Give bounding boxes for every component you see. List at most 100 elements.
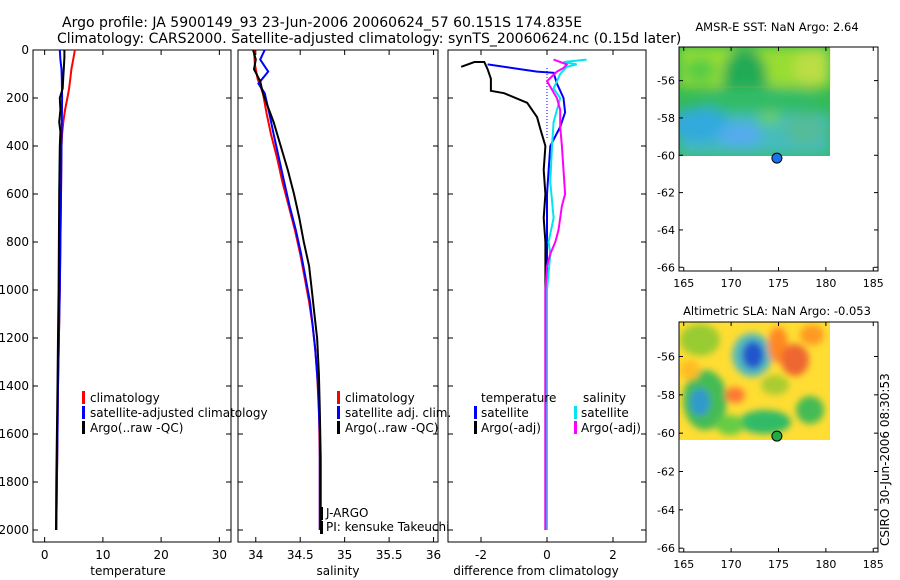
legend-swatch-blue (474, 406, 477, 419)
x-tick-label: 180 (815, 277, 836, 290)
platform-annotation: J-ARGO (325, 506, 368, 520)
salinity-axes-frame (237, 49, 439, 543)
y-tick-label: 600 (6, 187, 29, 201)
y-tick-label: 1200 (0, 331, 29, 345)
argo-position-marker (771, 430, 783, 442)
series-line-black (252, 49, 322, 530)
y-tick-label: 800 (6, 235, 29, 249)
pi-annotation: PI: kensuke Takeuchi (326, 520, 449, 534)
legend-swatch-red (82, 391, 85, 404)
series-line-cyan (546, 58, 587, 530)
y-tick-label: -62 (657, 466, 675, 479)
y-tick-label: -58 (657, 389, 675, 402)
legend-entry: Argo(..raw -QC) (90, 421, 183, 435)
difference-xlabel: difference from climatology (453, 564, 619, 578)
legend-entry: satellite-adjusted climatology (90, 406, 268, 420)
amsre-sst-map-panel: AMSR-E SST: NaN Argo: 2.64 165 170 175 180 1… (657, 20, 884, 290)
y-tick-label: -56 (657, 75, 675, 88)
x-tick-label: 36 (426, 548, 441, 562)
x-tick-label: 175 (768, 277, 789, 290)
legend-header-salinity: salinity (583, 391, 626, 405)
annotation-mark (320, 507, 323, 520)
temperature-legend: climatology satellite-adjusted climatolo… (82, 391, 268, 435)
altimetric-sla-title: Altimetric SLA: NaN Argo: -0.053 (683, 304, 871, 318)
legend-swatch-blue (82, 406, 85, 419)
series-line-magenta (544, 58, 569, 530)
legend-header-temperature: temperature (481, 391, 556, 405)
y-tick-label: -60 (657, 149, 675, 162)
side-stamp: CSIRO 30-Jun-2006 08:30:53 (878, 373, 892, 546)
temperature-xlabel: temperature (90, 564, 165, 578)
y-tick-label: -58 (657, 112, 675, 125)
legend-entry: satellite (581, 406, 629, 420)
legend-swatch-black (82, 421, 85, 434)
x-tick-label: 165 (673, 558, 694, 571)
series-line-blue (487, 63, 567, 530)
x-tick-label: 175 (768, 558, 789, 571)
legend-entry: satellite (481, 406, 529, 420)
y-tick-label: 1400 (0, 379, 29, 393)
y-tick-label: 1000 (0, 283, 29, 297)
x-tick-label: 10 (95, 548, 110, 562)
argo-position-marker (771, 152, 783, 164)
x-tick-label: 170 (721, 277, 742, 290)
y-tick-label: 1600 (0, 427, 29, 441)
series-line-black (55, 50, 66, 531)
y-tick-label: 400 (6, 139, 29, 153)
x-tick-label: 165 (673, 277, 694, 290)
y-tick-label: -66 (657, 542, 675, 555)
y-tick-label: 2000 (0, 523, 29, 537)
amsre-sst-title: AMSR-E SST: NaN Argo: 2.64 (695, 20, 858, 34)
legend-swatch-magenta (574, 421, 577, 434)
y-tick-label: 200 (6, 91, 29, 105)
x-tick-label: 170 (721, 558, 742, 571)
salinity-panel: 34 34.5 35 35.5 36 salinity climatology sate… (237, 49, 451, 578)
x-tick-label: 30 (212, 548, 227, 562)
legend-swatch-cyan (574, 406, 577, 419)
legend-swatch-red (337, 391, 340, 404)
salinity-xlabel: salinity (316, 564, 359, 578)
legend-swatch-black (474, 421, 477, 434)
x-tick-label: 0 (41, 548, 49, 562)
x-tick-label: 20 (153, 548, 168, 562)
x-tick-label: 0 (543, 548, 551, 562)
x-tick-label: 185 (863, 277, 884, 290)
legend-entry: satellite adj. clim. (345, 406, 451, 420)
legend-entry: Argo(-adj) (581, 421, 641, 435)
legend-entry: climatology (345, 391, 415, 405)
series-line-black (460, 61, 547, 530)
legend-entry: Argo(..raw -QC) (345, 421, 438, 435)
x-tick-label: 2 (609, 548, 617, 562)
legend-swatch-black (337, 421, 340, 434)
y-tick-label: -66 (657, 261, 675, 274)
y-tick-label: -60 (657, 427, 675, 440)
y-tick-label: 1800 (0, 475, 29, 489)
header-line1: Argo profile: JA 5900149_93 23-Jun-2006 … (62, 15, 582, 31)
y-tick-label: -56 (657, 351, 675, 364)
legend-swatch-blue (337, 406, 340, 419)
difference-legend: temperature salinity satellite Argo(-adj… (474, 391, 641, 435)
sla-heatmap (679, 322, 830, 440)
legend-entry: climatology (90, 391, 160, 405)
y-tick-label: 0 (21, 43, 29, 57)
y-tick-label: -62 (657, 187, 675, 200)
x-tick-label: -2 (475, 548, 487, 562)
legend-entry: Argo(-adj) (481, 421, 541, 435)
annotation-mark (320, 521, 323, 534)
header-line2: Climatology: CARS2000. Satellite-adjuste… (57, 31, 681, 47)
y-tick-label: -64 (657, 504, 675, 517)
x-tick-label: 34.5 (287, 548, 314, 562)
sst-heatmap (679, 47, 830, 156)
x-tick-label: 35 (337, 548, 352, 562)
y-tick-label: -64 (657, 224, 675, 237)
x-tick-label: 35.5 (376, 548, 403, 562)
altimetric-sla-map-panel: Altimetric SLA: NaN Argo: -0.053 1 (657, 304, 884, 571)
x-tick-label: 34 (248, 548, 263, 562)
series-line-blue (257, 49, 321, 530)
temperature-panel: 0 10 20 30 0 200 400 600 800 1000 1200 1400 1600 1800… (0, 43, 268, 578)
salinity-legend: climatology satellite adj. clim. Argo(..… (337, 391, 451, 435)
temperature-axes-frame (32, 49, 232, 543)
x-tick-label: 180 (815, 558, 836, 571)
x-tick-label: 185 (863, 558, 884, 571)
